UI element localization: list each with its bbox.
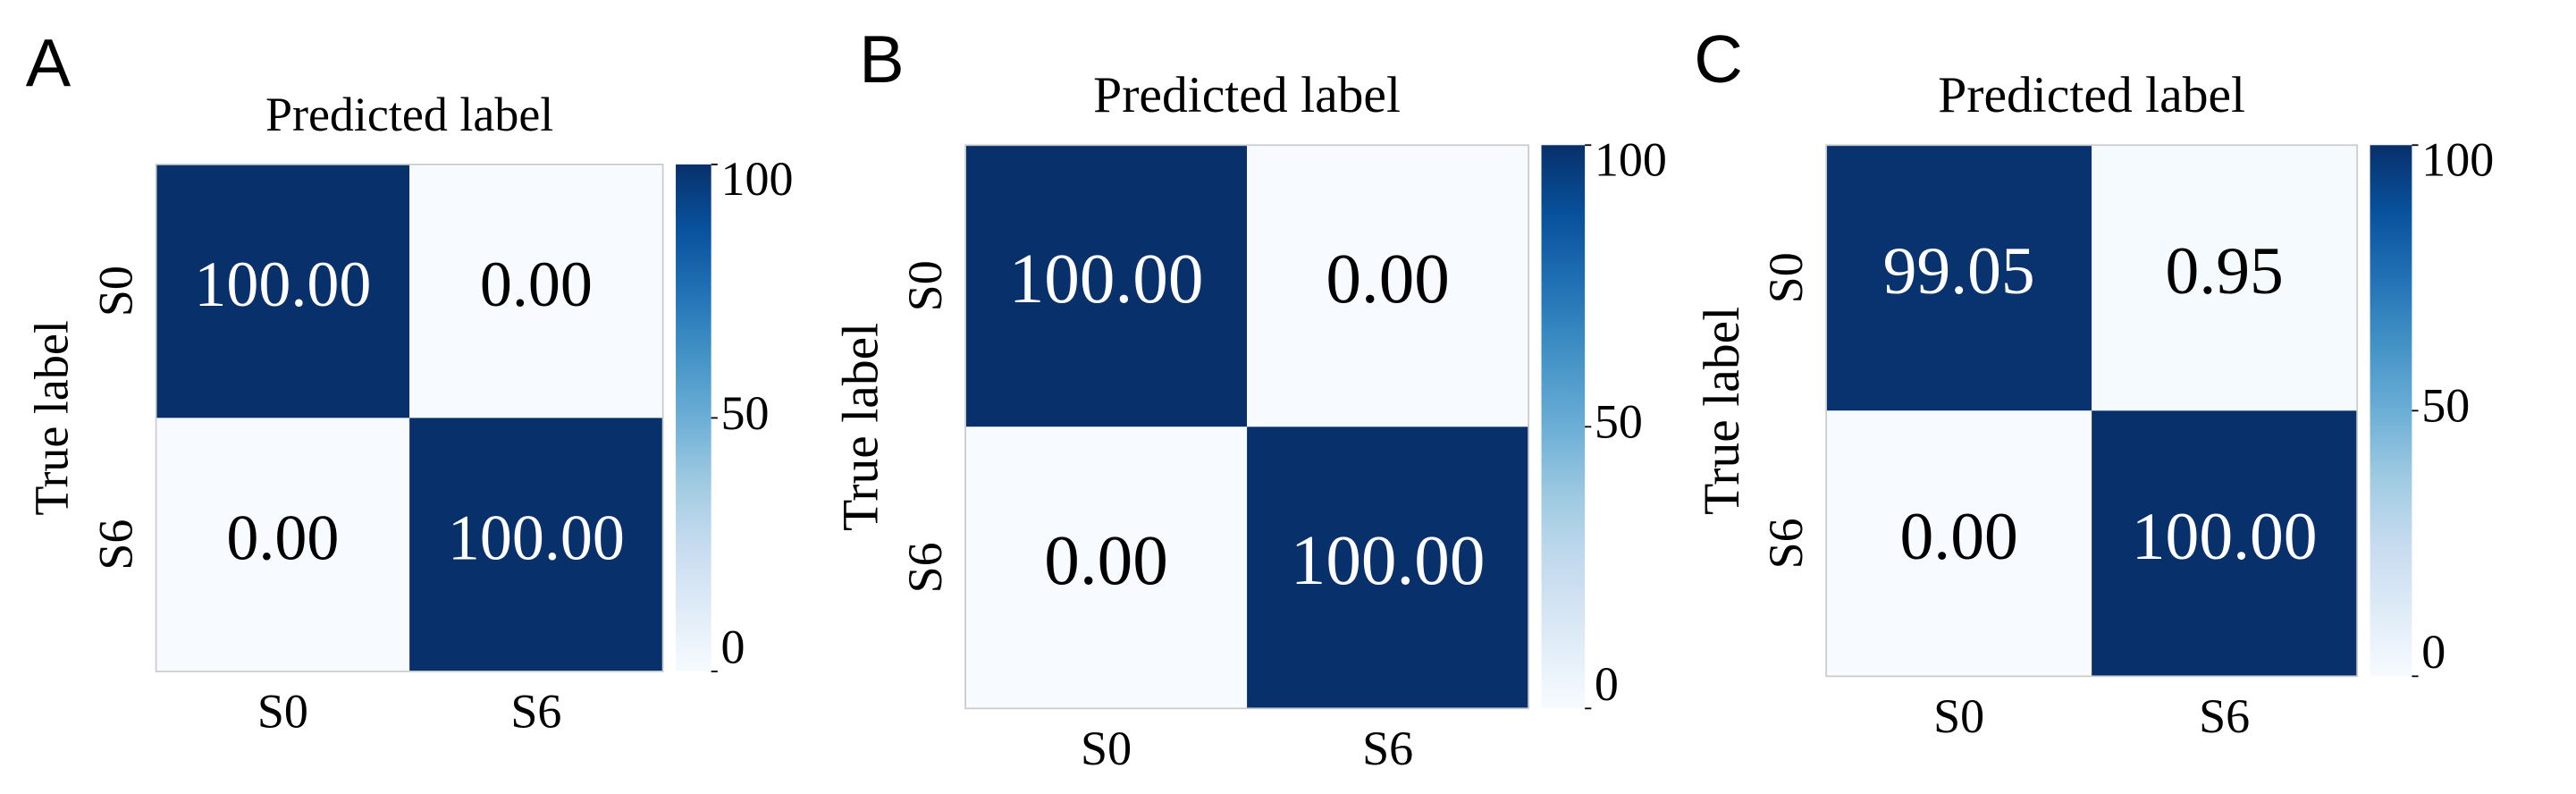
x-tick-label: S0	[1933, 689, 1984, 743]
heatmap-cell	[409, 164, 663, 418]
colorbar-tick-label: 100	[720, 152, 793, 206]
cell-value-label: 0.95	[2166, 234, 2284, 308]
cell-value-label: 0.00	[1326, 240, 1450, 318]
colorbar-tick-label: 50	[720, 386, 769, 440]
heatmap-cell	[156, 418, 410, 672]
heatmap-cell	[2092, 410, 2358, 677]
y-axis-title: True label	[1694, 307, 1750, 515]
heatmap-cell	[2092, 145, 2358, 411]
matrix-frame	[1825, 144, 2359, 678]
x-axis-title: Predicted label	[265, 88, 553, 141]
matrix-frame	[964, 144, 1530, 710]
colorbar-tick-label: 0	[2421, 625, 2446, 679]
x-tick-label: S0	[257, 685, 308, 739]
heatmap-cell	[1247, 145, 1529, 427]
y-tick-label: S6	[1759, 518, 1813, 569]
colorbar-tick-label: 0	[1595, 657, 1619, 711]
cell-value-label: 0.00	[480, 249, 593, 320]
x-axis-title: Predicted label	[1093, 67, 1401, 123]
x-tick-label: S6	[2199, 689, 2250, 743]
colorbar	[676, 164, 711, 672]
x-tick-label: S6	[510, 685, 561, 739]
cell-value-label: 100.00	[1009, 240, 1204, 318]
heatmap-cell	[965, 145, 1248, 427]
colorbar-tick-label: 0	[720, 621, 745, 674]
cell-value-label: 99.05	[1883, 234, 2035, 308]
panel-label: C	[1694, 22, 1743, 97]
y-tick-label: S6	[898, 542, 952, 593]
panel-label: A	[26, 26, 72, 101]
heatmap-cell	[1247, 427, 1529, 709]
matrix-frame	[155, 163, 664, 672]
colorbar	[2370, 145, 2412, 677]
heatmap-cell	[1826, 145, 2092, 411]
cell-value-label: 0.00	[226, 503, 339, 574]
y-axis-title: True label	[833, 323, 889, 531]
x-tick-label: S6	[1362, 722, 1413, 775]
cell-value-label: 100.00	[448, 503, 625, 574]
x-tick-label: S0	[1081, 722, 1132, 775]
cell-value-label: 100.00	[1291, 521, 1486, 600]
colorbar-tick-label: 100	[1595, 132, 1667, 186]
colorbar-tick-label: 100	[2421, 132, 2494, 186]
heatmap-cell	[409, 418, 663, 672]
y-tick-label: S6	[88, 519, 142, 570]
y-tick-label: S0	[1759, 252, 1813, 303]
colorbar-tick-label: 50	[2421, 379, 2470, 433]
x-axis-title: Predicted label	[1938, 67, 2245, 123]
colorbar-tick-label: 50	[1595, 395, 1643, 449]
cell-value-label: 100.00	[194, 249, 371, 320]
cell-value-label: 0.00	[1044, 521, 1168, 600]
cell-value-label: 0.00	[1900, 500, 2018, 574]
colorbar	[1541, 145, 1586, 709]
y-tick-label: S0	[898, 260, 952, 311]
y-tick-label: S0	[88, 266, 142, 317]
cell-value-label: 100.00	[2132, 500, 2318, 574]
panel-label: B	[859, 22, 904, 97]
heatmap-cell	[156, 164, 410, 418]
heatmap-cell	[1826, 410, 2092, 677]
y-axis-title: True label	[24, 320, 78, 515]
heatmap-cell	[965, 427, 1248, 709]
